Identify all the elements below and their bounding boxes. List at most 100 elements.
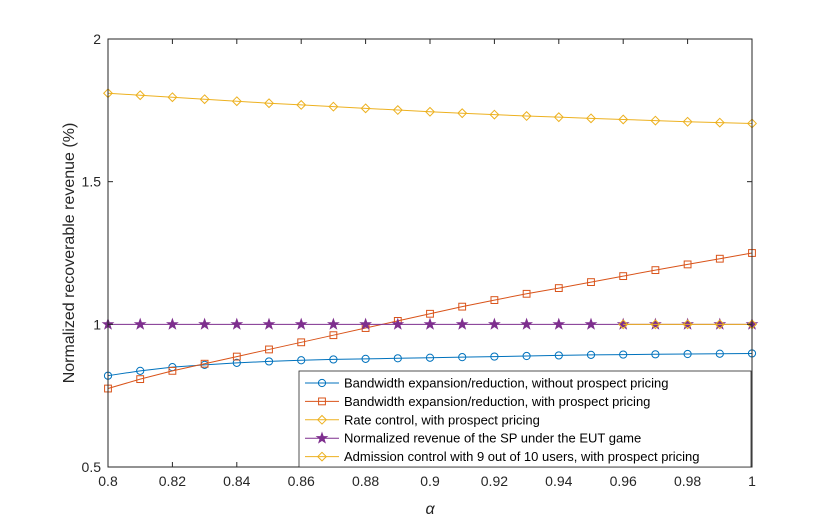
y-tick-label: 1.5 xyxy=(82,174,102,190)
data-point-marker xyxy=(230,317,244,330)
legend-marker xyxy=(316,451,328,462)
data-point-marker xyxy=(715,254,724,263)
data-point-marker xyxy=(200,359,209,368)
legend-label: Admission control with 9 out of 10 users… xyxy=(344,449,700,464)
series-line xyxy=(107,352,753,377)
data-point-marker xyxy=(359,317,372,330)
series-2 xyxy=(104,249,756,393)
data-point-marker xyxy=(199,94,210,105)
data-point-marker xyxy=(521,111,532,122)
data-point-marker xyxy=(360,103,371,114)
data-point-marker xyxy=(651,266,660,275)
data-point-marker xyxy=(231,96,242,107)
data-point-marker xyxy=(619,272,628,281)
data-point-marker xyxy=(296,99,307,110)
data-point-marker xyxy=(585,113,597,124)
data-point-marker xyxy=(619,350,628,359)
x-tick-label: 1 xyxy=(748,473,756,489)
data-point-marker xyxy=(490,296,499,304)
series-3 xyxy=(102,88,758,129)
data-point-marker xyxy=(361,354,370,363)
data-point-marker xyxy=(683,349,692,359)
x-tick-label: 0.8 xyxy=(98,473,118,489)
y-axis-label: Normalized recoverable revenue (%) xyxy=(61,123,78,384)
legend-box xyxy=(298,370,752,468)
data-point-marker xyxy=(391,317,405,330)
data-point-marker xyxy=(265,345,273,354)
data-point-marker xyxy=(552,317,566,330)
data-point-marker xyxy=(262,317,276,330)
x-tick-label: 0.88 xyxy=(352,473,379,489)
data-point-marker xyxy=(584,317,598,330)
data-point-marker xyxy=(329,355,338,364)
legend-item: Bandwidth expansion/reduction, without p… xyxy=(305,376,668,391)
series-line xyxy=(107,92,753,124)
y-tick-label: 1 xyxy=(93,316,101,332)
data-point-marker xyxy=(586,350,596,359)
data-point-marker xyxy=(522,289,531,298)
data-point-marker xyxy=(554,351,563,360)
data-point-marker xyxy=(520,317,533,330)
data-point-marker xyxy=(133,317,147,330)
data-point-marker xyxy=(424,106,436,117)
legend-item: Bandwidth expansion/reduction, with pros… xyxy=(305,394,650,409)
data-point-marker xyxy=(264,357,274,366)
data-point-marker xyxy=(232,352,241,361)
x-tick-label: 0.86 xyxy=(288,473,315,489)
data-point-marker xyxy=(167,92,178,103)
x-tick-label: 0.9 xyxy=(420,473,440,489)
data-point-marker xyxy=(166,317,179,330)
data-point-marker xyxy=(297,356,306,365)
legend-label: Bandwidth expansion/reduction, without p… xyxy=(344,376,668,391)
data-point-marker xyxy=(457,108,468,119)
data-point-marker xyxy=(682,116,693,127)
data-point-marker xyxy=(393,354,402,363)
legend-marker xyxy=(317,378,327,388)
x-tick-label: 0.92 xyxy=(481,473,508,489)
data-point-marker xyxy=(650,319,661,330)
data-point-marker xyxy=(328,101,339,112)
data-point-marker xyxy=(135,90,146,101)
legend: Bandwidth expansion/reduction, without p… xyxy=(298,370,752,468)
data-point-marker xyxy=(714,319,725,330)
data-point-marker xyxy=(232,358,241,367)
data-point-marker xyxy=(136,375,145,384)
data-point-marker xyxy=(618,319,629,330)
data-point-marker xyxy=(458,302,467,311)
legend-marker xyxy=(316,414,328,425)
data-point-marker xyxy=(327,317,340,330)
legend-item: Rate control, with prospect pricing xyxy=(305,412,540,427)
data-point-marker xyxy=(263,98,275,109)
x-tick-label: 0.98 xyxy=(674,473,701,489)
data-point-marker xyxy=(618,114,629,125)
data-point-marker xyxy=(168,366,177,375)
data-point-marker xyxy=(715,349,724,358)
data-point-marker xyxy=(329,331,338,340)
legend-label: Bandwidth expansion/reduction, with pros… xyxy=(344,394,650,409)
data-point-marker xyxy=(650,115,661,126)
series-line xyxy=(107,252,753,390)
y-tick-label: 2 xyxy=(93,31,101,47)
data-point-marker xyxy=(651,350,660,359)
data-point-marker xyxy=(392,105,403,116)
legend-marker xyxy=(315,431,329,444)
data-point-marker xyxy=(489,109,500,120)
x-tick-label: 0.82 xyxy=(159,473,186,489)
y-tick-label: 0.5 xyxy=(82,459,102,475)
data-point-marker xyxy=(714,117,725,128)
legend-label: Rate control, with prospect pricing xyxy=(344,412,540,427)
x-tick-label: 0.96 xyxy=(610,473,637,489)
legend-label: Normalized revenue of the SP under the E… xyxy=(344,431,641,446)
legend-marker xyxy=(318,397,326,406)
data-point-marker xyxy=(423,317,437,330)
data-point-marker xyxy=(682,319,693,330)
data-point-marker xyxy=(553,112,564,123)
data-point-marker xyxy=(458,353,467,362)
data-point-marker xyxy=(587,278,595,287)
data-point-marker xyxy=(425,353,435,362)
data-point-marker xyxy=(294,317,308,330)
series-5 xyxy=(618,319,758,330)
data-point-marker xyxy=(683,260,692,269)
legend-item: Normalized revenue of the SP under the E… xyxy=(305,431,641,446)
